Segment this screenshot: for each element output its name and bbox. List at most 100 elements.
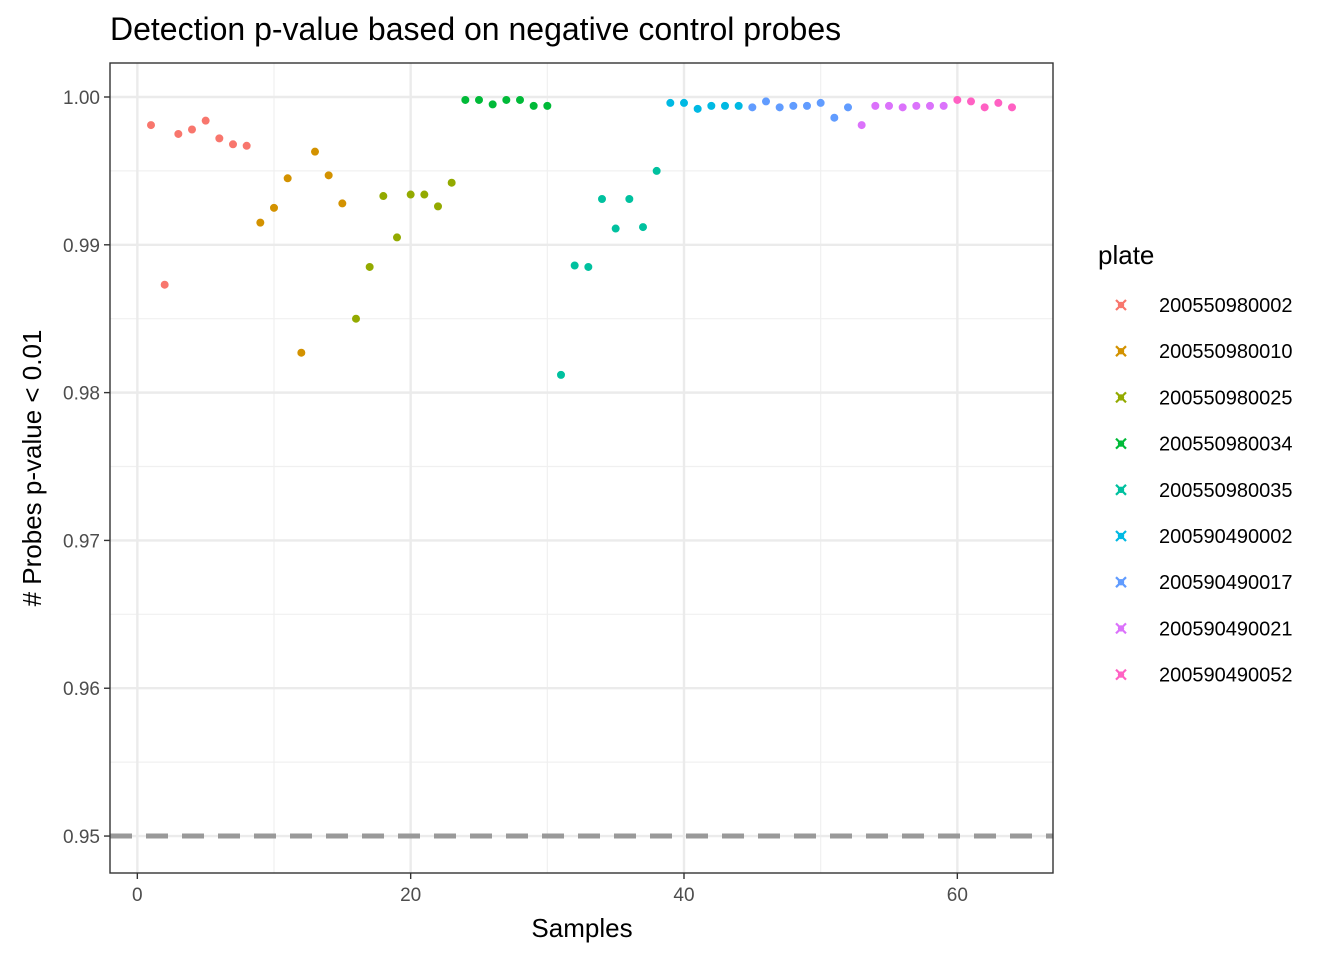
data-point: [447, 178, 456, 187]
panel-border: [109, 62, 1054, 874]
data-point: [898, 103, 907, 112]
plot-panel: [110, 63, 1053, 873]
data-point: [351, 314, 360, 323]
data-point: [652, 166, 661, 175]
data-point: [392, 233, 401, 242]
data-point: [994, 98, 1003, 107]
data-point: [803, 101, 812, 110]
legend-label: 200550980034: [1159, 434, 1292, 456]
data-point: [461, 95, 470, 104]
data-point: [926, 101, 935, 110]
legend-label: 200550980010: [1159, 341, 1292, 363]
legend-label: 200550980002: [1159, 295, 1292, 317]
data-point: [857, 121, 866, 130]
data-point: [762, 97, 771, 106]
data-point: [543, 101, 552, 110]
legend-key-dot: [1117, 301, 1125, 309]
legend-key-dot: [1117, 625, 1125, 632]
y-tick-label: 0.96: [63, 679, 100, 700]
y-tick-label: 0.99: [63, 236, 100, 257]
data-point: [557, 370, 566, 379]
data-point: [488, 100, 497, 109]
y-tick-label: 1.00: [63, 88, 100, 109]
data-point: [420, 190, 429, 199]
data-point: [1008, 103, 1017, 112]
x-tick-label: 60: [947, 885, 968, 906]
data-point: [666, 98, 675, 107]
legend-key-dot: [1117, 348, 1125, 355]
data-point: [611, 224, 620, 233]
data-point: [516, 95, 525, 104]
data-point: [338, 199, 347, 208]
legend-label: 200550980025: [1159, 387, 1292, 409]
data-point: [775, 103, 784, 112]
panel-background: [110, 63, 1053, 873]
data-point: [406, 190, 415, 199]
data-point: [297, 348, 306, 357]
data-point: [967, 97, 976, 106]
data-point: [816, 98, 825, 107]
y-axis-title: # Probes p-value < 0.01: [17, 330, 47, 607]
legend-label: 200550980035: [1159, 480, 1292, 502]
legend-key-dot: [1117, 579, 1125, 586]
data-point: [269, 203, 278, 212]
data-point: [310, 147, 319, 156]
legend-key-dot: [1117, 532, 1125, 540]
data-point: [146, 121, 155, 130]
legend-title: plate: [1098, 240, 1154, 270]
data-point: [625, 194, 634, 203]
data-point: [187, 125, 196, 134]
data-point: [570, 261, 579, 270]
data-point: [174, 129, 183, 138]
data-point: [639, 223, 648, 232]
legend-label: 200590490052: [1159, 665, 1292, 687]
data-point: [707, 101, 716, 110]
data-points: [146, 95, 1017, 379]
data-point: [433, 202, 442, 211]
data-point: [502, 95, 511, 104]
legend: plate 200550980002 200550980010 2005509800…: [1098, 240, 1292, 687]
legend-label: 200590490021: [1159, 618, 1292, 640]
legend-label: 200590490002: [1159, 526, 1292, 548]
data-point: [242, 141, 251, 150]
data-point: [324, 171, 333, 180]
data-point: [584, 262, 593, 271]
data-point: [680, 98, 689, 107]
axes: 0.95 0.96 0.97 0.98 0.99 1.00 0 20 40 60: [63, 62, 1054, 906]
legend-key-dot: [1117, 440, 1125, 447]
data-point: [871, 101, 880, 110]
data-point: [844, 103, 853, 112]
data-point: [474, 95, 483, 104]
legend-label: 200590490017: [1159, 572, 1292, 594]
legend-key-dot: [1117, 486, 1125, 493]
data-point: [912, 101, 921, 110]
x-tick-label: 40: [673, 885, 694, 906]
data-point: [365, 262, 374, 271]
data-point: [215, 134, 224, 143]
data-point: [748, 103, 757, 112]
data-point: [953, 95, 962, 104]
data-point: [789, 101, 798, 110]
y-tick-label: 0.98: [63, 384, 100, 405]
data-point: [885, 101, 894, 110]
data-point: [734, 101, 743, 110]
data-point: [598, 194, 607, 203]
data-point: [283, 174, 292, 183]
data-point: [980, 103, 989, 112]
data-point: [939, 101, 948, 110]
x-axis-title: Samples: [531, 913, 632, 943]
y-tick-label: 0.95: [63, 827, 100, 848]
chart-title: Detection p-value based on negative cont…: [110, 11, 841, 47]
x-tick-label: 20: [400, 885, 421, 906]
data-point: [160, 280, 169, 289]
data-point: [379, 192, 388, 201]
data-point: [721, 101, 730, 110]
legend-key-dot: [1117, 394, 1125, 401]
data-point: [228, 140, 237, 149]
data-point: [830, 113, 839, 122]
data-point: [256, 218, 265, 227]
data-point: [693, 104, 702, 113]
legend-key-dot: [1117, 671, 1125, 678]
y-tick-label: 0.97: [63, 531, 100, 552]
